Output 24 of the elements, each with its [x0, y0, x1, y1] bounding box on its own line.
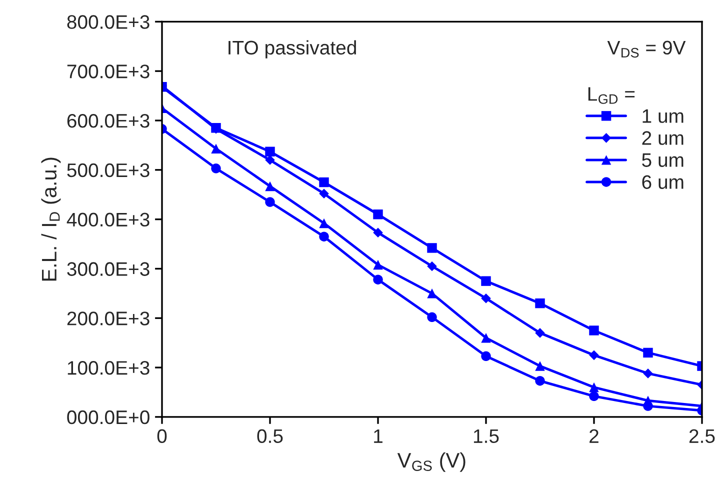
y-tick-label: 300.0E+3	[67, 262, 150, 276]
legend-label: 2 um	[642, 131, 684, 145]
x-tick-label: 1	[374, 429, 382, 443]
x-tick-label: 0	[157, 429, 167, 444]
y-tick-label: 000.0E+0	[67, 410, 150, 424]
y-tick-label: 100.0E+3	[68, 360, 150, 375]
legend-label: 6 um	[642, 175, 684, 189]
legend-title: L$_{GD}$ =	[588, 87, 635, 104]
y-tick-label: 600.0E+3	[67, 114, 150, 128]
y-tick-label: 400.0E+3	[66, 212, 150, 227]
y-tick-label: 200.0E+3	[67, 312, 150, 326]
annotation: ITO passivated	[228, 40, 356, 58]
annotation: V$_{DS}$ = 9V	[607, 40, 686, 58]
legend-label: 5 um	[642, 153, 684, 167]
x-axis-title: V$_{GS}$ (V)	[397, 452, 466, 472]
y-tick-label: 500.0E+3	[67, 163, 150, 178]
y-tick-label: 700.0E+3	[67, 64, 150, 78]
y-axis-title: E.L. / I$_{D}$ (a.u.)	[41, 158, 61, 281]
x-tick-label: 0.5	[257, 429, 283, 444]
legend-label: 1 um	[642, 109, 684, 123]
x-tick-label: 1.5	[474, 429, 499, 444]
x-tick-label: 2.5	[689, 429, 715, 444]
x-tick-label: 2	[590, 429, 598, 443]
y-tick-label: 800.0E+3	[67, 15, 150, 29]
